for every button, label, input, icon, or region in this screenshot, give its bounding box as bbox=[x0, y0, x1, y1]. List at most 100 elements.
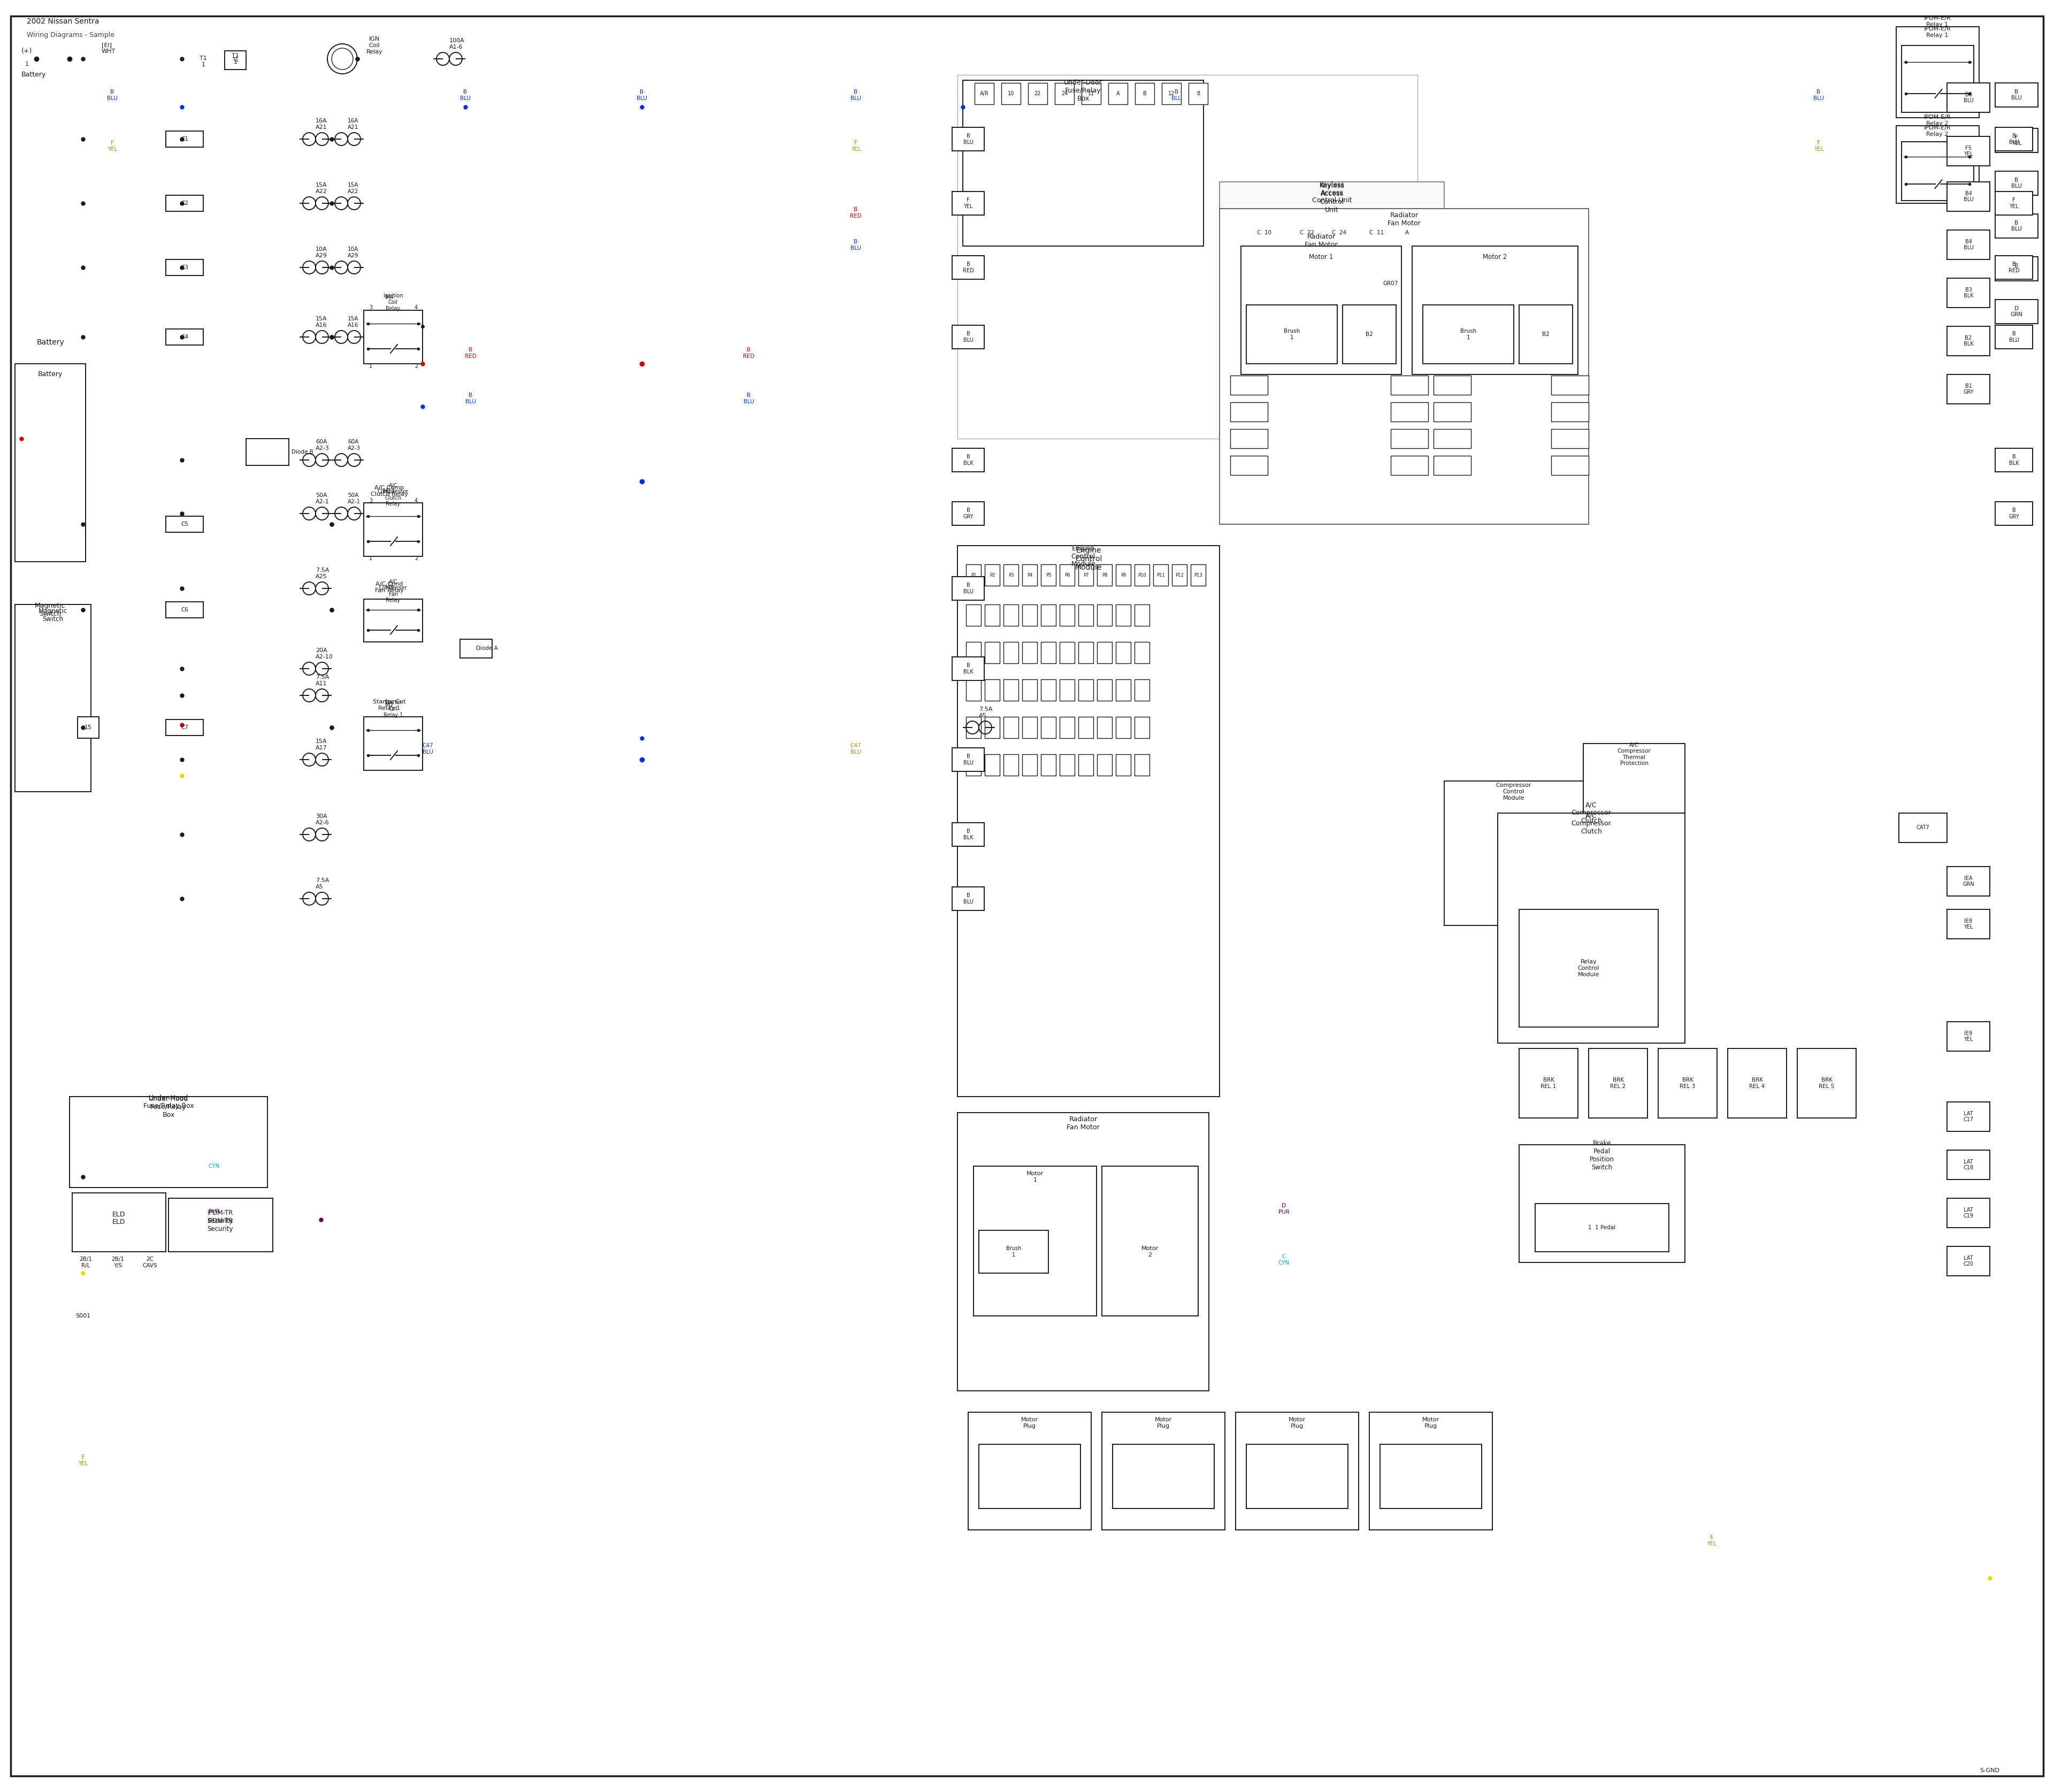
Text: Diode B: Diode B bbox=[292, 450, 314, 455]
Bar bbox=[1237, 1412, 1358, 1530]
Text: B
BLU: B BLU bbox=[963, 582, 974, 595]
Text: P3: P3 bbox=[1009, 573, 1015, 577]
Text: 50A
A2-1: 50A A2-1 bbox=[316, 493, 329, 504]
Text: B2
BLK: B2 BLK bbox=[1964, 335, 1974, 348]
Text: 50A
A2-1: 50A A2-1 bbox=[347, 493, 362, 504]
Bar bbox=[1401, 428, 1434, 448]
Text: Motor
Plug: Motor Plug bbox=[1021, 1417, 1037, 1428]
Text: C  24: C 24 bbox=[1331, 229, 1347, 235]
Text: P5: P5 bbox=[1045, 573, 1052, 577]
Bar bbox=[1947, 278, 1990, 308]
Text: S-GND: S-GND bbox=[1980, 1769, 2001, 1774]
Text: C  11: C 11 bbox=[1370, 229, 1384, 235]
Bar bbox=[1898, 814, 1947, 842]
Text: 20A
A2-10: 20A A2-10 bbox=[316, 649, 333, 659]
Text: ELD: ELD bbox=[113, 1211, 125, 1219]
Text: 2: 2 bbox=[415, 556, 417, 561]
Text: 10: 10 bbox=[1009, 91, 1015, 97]
Text: B
BLU: B BLU bbox=[1814, 90, 1824, 100]
Bar bbox=[168, 1199, 273, 1253]
Bar bbox=[1520, 1048, 1577, 1118]
Text: F5
YEL: F5 YEL bbox=[1964, 145, 1974, 158]
Bar bbox=[1002, 82, 1021, 104]
Bar bbox=[1391, 376, 1428, 394]
Text: 1: 1 bbox=[370, 364, 372, 369]
Text: IEA
GRN: IEA GRN bbox=[1964, 876, 1974, 887]
Bar bbox=[953, 324, 984, 349]
Bar bbox=[953, 887, 984, 910]
Bar bbox=[1797, 1048, 1857, 1118]
Text: 60A
A2-3: 60A A2-3 bbox=[347, 439, 362, 452]
Text: B
BLU: B BLU bbox=[1171, 90, 1183, 100]
Bar bbox=[1902, 45, 1974, 113]
Text: Brush
1: Brush 1 bbox=[1460, 328, 1477, 340]
Bar bbox=[1078, 717, 1093, 738]
Text: A/C
Compressor
Clutch: A/C Compressor Clutch bbox=[1571, 801, 1610, 824]
Text: 2002 Nissan Sentra: 2002 Nissan Sentra bbox=[27, 18, 99, 25]
Bar bbox=[1401, 349, 1434, 367]
Bar bbox=[1947, 909, 1990, 939]
Text: [El]
WHT: [El] WHT bbox=[101, 43, 115, 54]
Bar bbox=[1041, 642, 1056, 663]
Bar bbox=[1947, 867, 1990, 896]
Text: LAT
C18: LAT C18 bbox=[1964, 1159, 1974, 1170]
Text: Magnetic
Switch: Magnetic Switch bbox=[35, 602, 66, 616]
Bar bbox=[1584, 744, 1684, 814]
Text: B
BLU: B BLU bbox=[637, 90, 647, 100]
Bar bbox=[1004, 717, 1019, 738]
Bar bbox=[984, 754, 1000, 776]
Bar bbox=[1520, 305, 1573, 364]
Bar bbox=[1994, 502, 2033, 525]
Text: A/C Comp
Clutch Relay: A/C Comp Clutch Relay bbox=[370, 486, 409, 496]
Bar bbox=[1434, 376, 1471, 394]
Text: 16A
A21: 16A A21 bbox=[316, 118, 327, 129]
Text: B
RED: B RED bbox=[850, 208, 861, 219]
Bar bbox=[967, 1412, 1091, 1530]
Text: B
BLK: B BLK bbox=[963, 663, 974, 674]
Text: LAT
C17: LAT C17 bbox=[1964, 1111, 1974, 1122]
Text: C6: C6 bbox=[181, 607, 189, 613]
Bar bbox=[957, 545, 1220, 1097]
Bar bbox=[965, 604, 982, 625]
Text: 15A
A22: 15A A22 bbox=[347, 183, 359, 194]
Bar bbox=[1097, 604, 1111, 625]
Bar bbox=[1115, 717, 1132, 738]
Text: BRK
REL 1: BRK REL 1 bbox=[1540, 1077, 1557, 1090]
Text: GR07: GR07 bbox=[1382, 281, 1399, 287]
Text: B
BLK: B BLK bbox=[963, 828, 974, 840]
Bar bbox=[965, 642, 982, 663]
Text: B
BLU: B BLU bbox=[963, 332, 974, 342]
Bar bbox=[980, 1444, 1080, 1509]
Bar bbox=[1994, 299, 2038, 324]
Bar bbox=[1224, 224, 1442, 271]
Bar bbox=[1230, 401, 1263, 421]
Text: B4
BLU: B4 BLU bbox=[1964, 238, 1974, 251]
Bar bbox=[1551, 401, 1588, 421]
Text: B1
GRY: B1 GRY bbox=[1964, 383, 1974, 394]
Text: IPDM-E/R
Relay 2: IPDM-E/R Relay 2 bbox=[1925, 115, 1951, 125]
Text: C4: C4 bbox=[181, 335, 189, 340]
Text: B: B bbox=[1142, 91, 1146, 97]
Bar bbox=[1134, 564, 1150, 586]
Text: 8: 8 bbox=[1197, 91, 1200, 97]
Bar bbox=[1078, 754, 1093, 776]
Text: 15A
A16: 15A A16 bbox=[347, 315, 359, 328]
Text: CYN: CYN bbox=[207, 1163, 220, 1168]
Bar bbox=[965, 564, 982, 586]
Bar bbox=[1391, 401, 1428, 421]
Bar bbox=[166, 330, 203, 346]
Text: B
BLU: B BLU bbox=[2011, 220, 2021, 231]
Bar bbox=[1401, 401, 1434, 421]
Bar bbox=[1029, 82, 1048, 104]
Bar bbox=[1097, 679, 1111, 701]
Bar bbox=[72, 1193, 166, 1253]
Text: M3: M3 bbox=[384, 584, 394, 590]
Text: B
BLU: B BLU bbox=[850, 238, 861, 251]
Text: 60A
A2-3: 60A A2-3 bbox=[316, 439, 329, 452]
Bar bbox=[980, 1231, 1048, 1272]
Bar bbox=[1230, 428, 1263, 448]
Bar bbox=[1220, 181, 1444, 444]
Bar bbox=[953, 448, 984, 471]
Text: 10A
A29: 10A A29 bbox=[316, 247, 327, 258]
Bar bbox=[1023, 604, 1037, 625]
